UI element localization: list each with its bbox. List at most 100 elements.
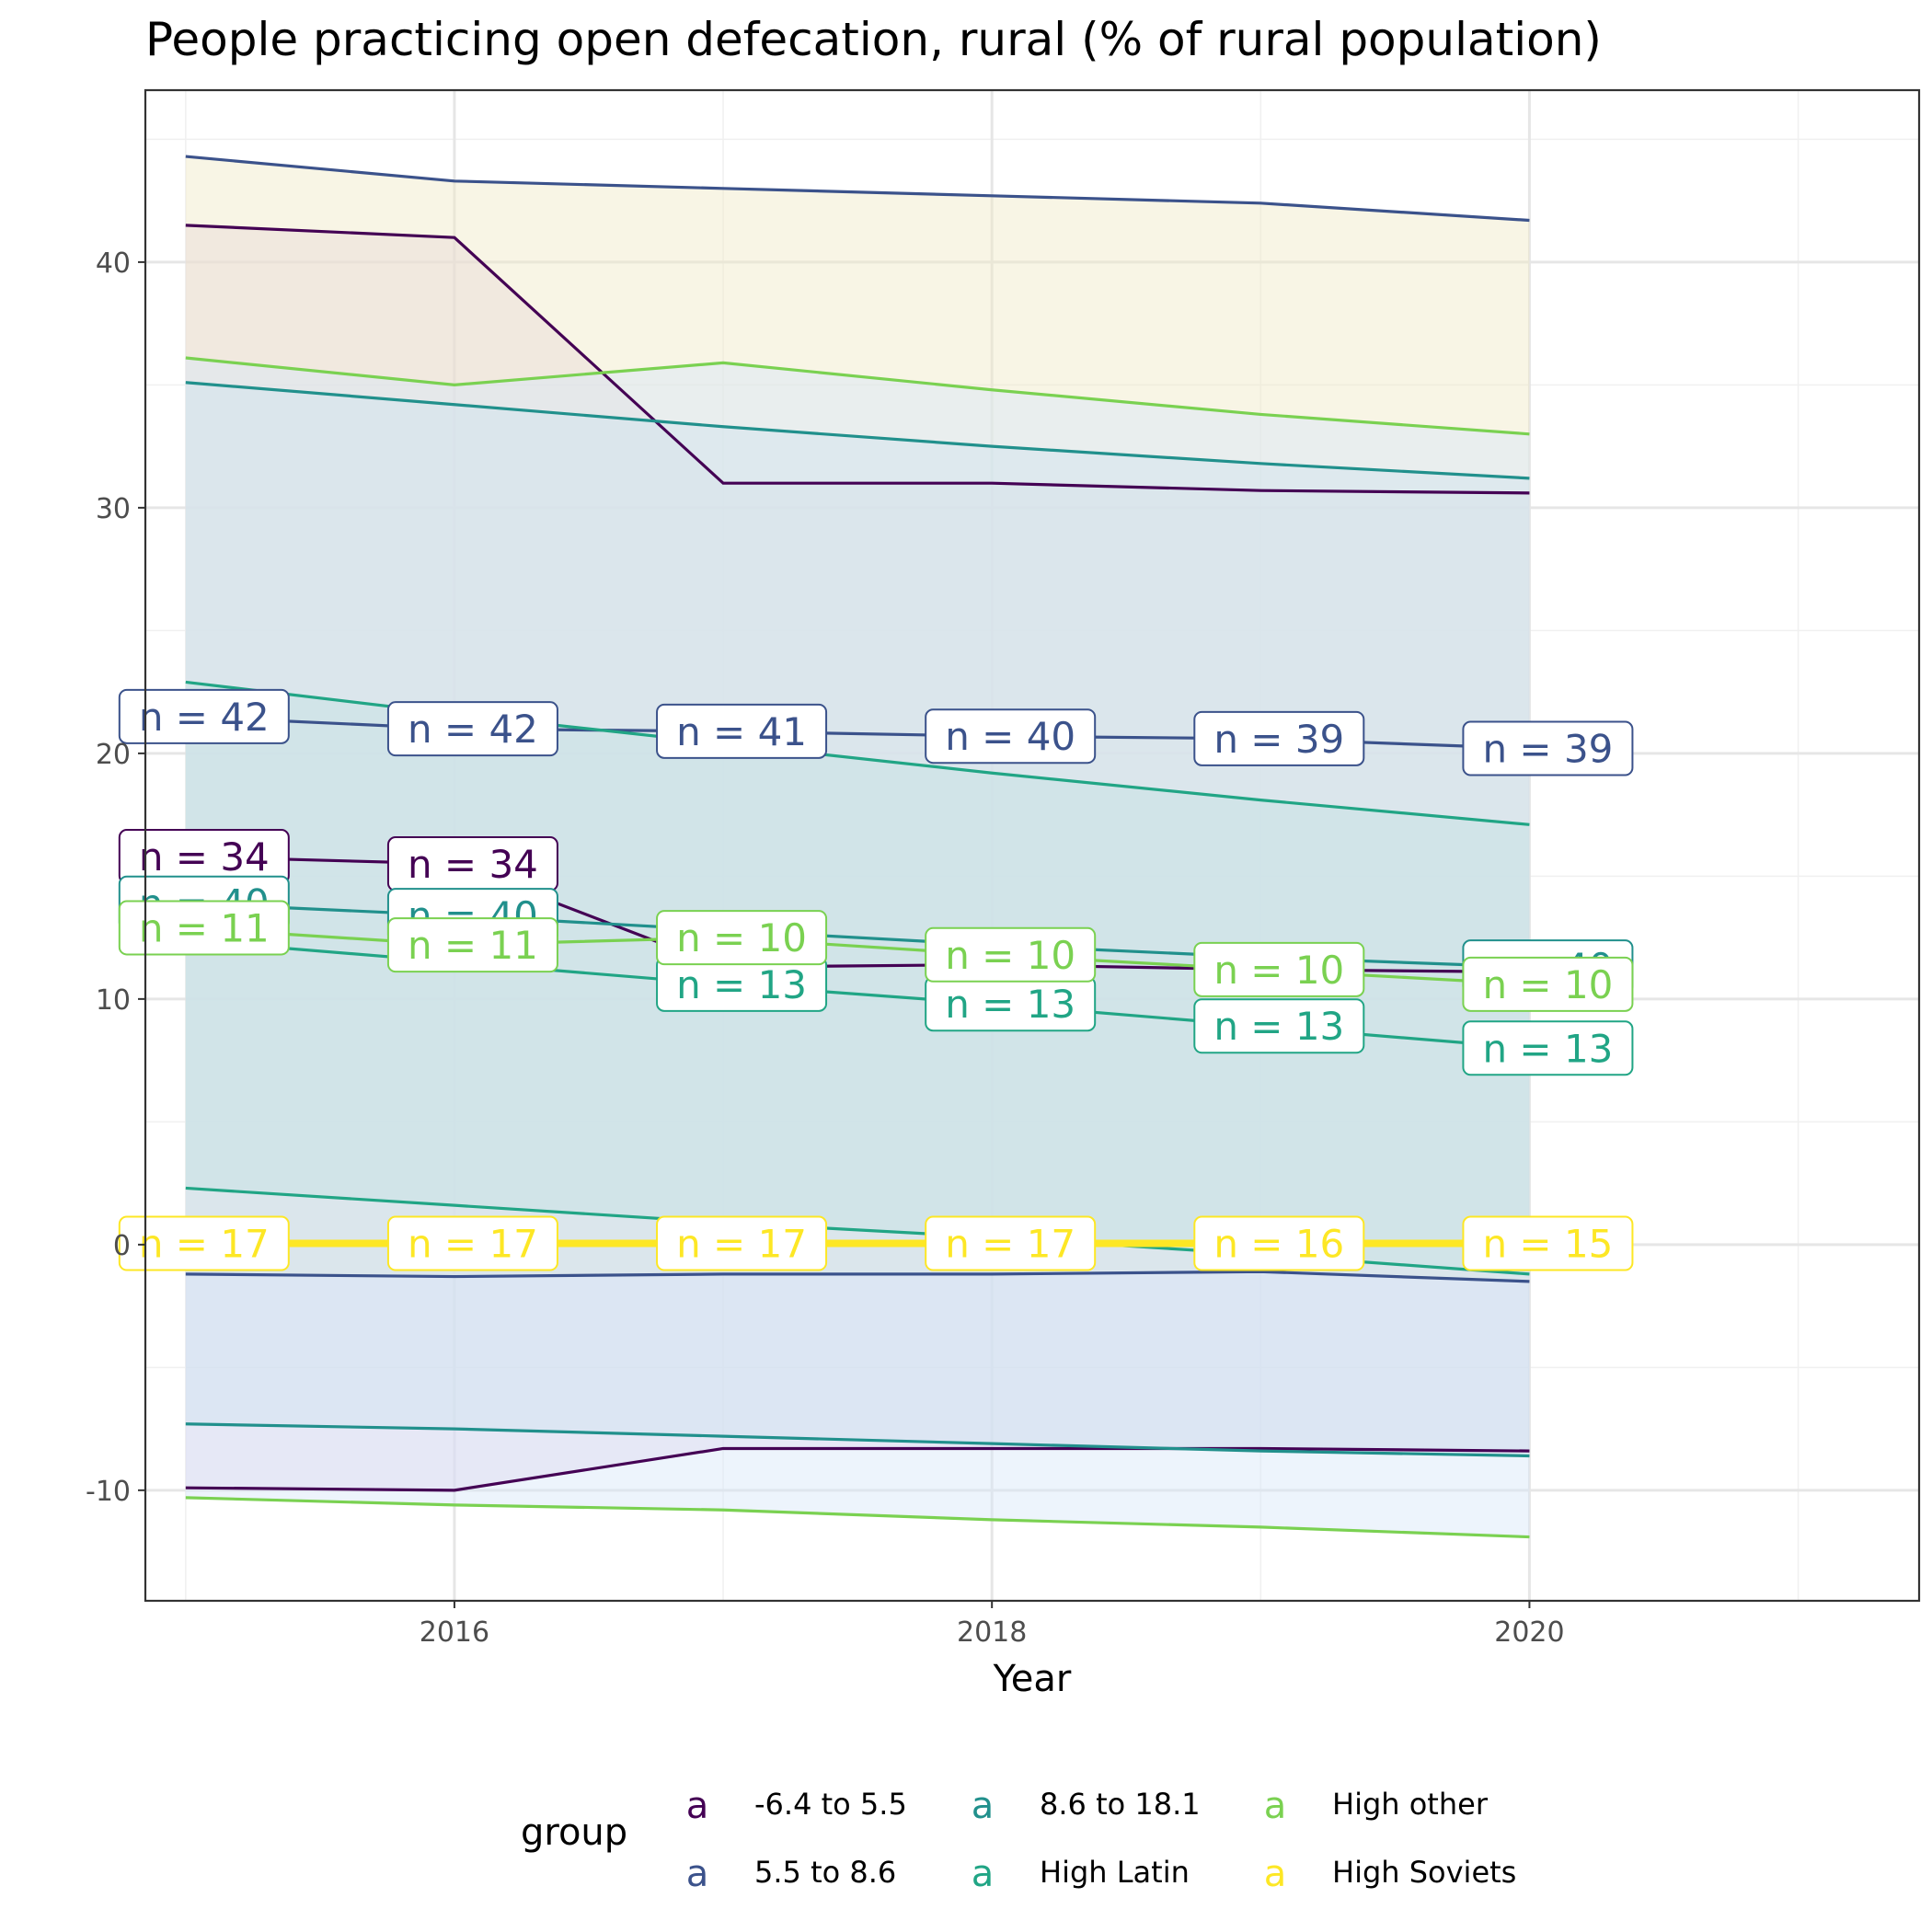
y-tick-label: 0: [113, 1230, 131, 1262]
series-2-upper-line: [185, 155, 1530, 223]
series-5-upper-line: [185, 356, 1530, 436]
n-label-text: n = 17: [945, 1222, 1075, 1267]
n-label-text: n = 34: [408, 842, 538, 887]
n-label: n = 17: [118, 1215, 290, 1271]
n-label-text: n = 10: [1482, 962, 1613, 1007]
n-label-text: n = 15: [1482, 1222, 1613, 1267]
series-3-upper-line: [185, 381, 1530, 480]
legend-label: 8.6 to 18.1: [1040, 1787, 1201, 1822]
n-label: n = 34: [118, 829, 290, 885]
n-label-text: n = 10: [676, 915, 807, 960]
ribbon-4: [185, 682, 1530, 1274]
n-label-text: n = 10: [945, 933, 1075, 978]
n-label-box: [1462, 956, 1634, 1012]
ribbons: [185, 156, 1530, 1537]
y-tick-label: 30: [96, 493, 131, 525]
n-label-text: n = 42: [139, 695, 270, 740]
n-label-box: [925, 1215, 1097, 1271]
n-label-box: [118, 688, 290, 744]
n-label-text: n = 11: [139, 905, 270, 950]
n-label-box: [925, 708, 1097, 765]
ribbon-3: [185, 382, 1530, 1456]
legend: group a -6.4 to 5.5 a 5.5 to 8.6 a 8.6 to 18.…: [521, 1785, 1516, 1895]
n-label-text: n = 13: [1213, 1004, 1344, 1049]
n-label-box: [1193, 710, 1365, 766]
y-tick-label: -10: [86, 1476, 131, 1508]
legend-key-glyph: a: [972, 1785, 995, 1827]
n-label-text: n = 13: [945, 982, 1075, 1027]
ribbon-1: [185, 224, 1530, 1490]
n-labels: n = 34 n = 34 n = 42 n = 42 n = 41 n = 40 n = …: [118, 688, 1634, 1271]
n-label-box: [656, 910, 828, 966]
n-label: n = 17: [656, 1215, 828, 1271]
n-label: n = 11: [386, 917, 558, 973]
n-label-text: n = 39: [1213, 717, 1344, 762]
x-tick-label: 2018: [957, 1616, 1027, 1649]
n-label-box: [386, 701, 558, 757]
n-label-text: n = 16: [1213, 1222, 1344, 1267]
n-label-box: [1193, 1215, 1365, 1271]
n-label-box: [656, 703, 828, 759]
series-5-lower-line: [185, 1496, 1530, 1539]
n-label: n = 42: [118, 688, 290, 744]
series-3-lower-line: [185, 1422, 1530, 1458]
legend-title: group: [521, 1811, 627, 1854]
n-label: n = 15: [1462, 1215, 1634, 1271]
ribbon-2: [185, 156, 1530, 1282]
n-label: n = 13: [1462, 1020, 1634, 1076]
n-label: n = 13: [1193, 998, 1365, 1054]
legend-label: High other: [1332, 1787, 1489, 1822]
n-label-box: [656, 1215, 828, 1271]
n-label-text: n = 39: [1482, 727, 1613, 772]
n-label: n = 17: [925, 1215, 1097, 1271]
n-label-text: n = 10: [1213, 948, 1344, 993]
n-label: n = 39: [1193, 710, 1365, 766]
legend-label: High Latin: [1040, 1855, 1190, 1890]
n-label: n = 10: [656, 910, 828, 966]
n-label-text: n = 17: [676, 1222, 807, 1267]
n-label: n = 41: [656, 703, 828, 759]
x-axis-title: Year: [993, 1658, 1072, 1700]
y-tick-label: 10: [96, 984, 131, 1017]
legend-key-glyph: a: [1264, 1853, 1287, 1895]
n-label-box: [1193, 941, 1365, 997]
n-label-box: [1462, 1215, 1634, 1271]
legend-key-glyph: a: [686, 1853, 709, 1895]
legend-label: -6.4 to 5.5: [754, 1787, 907, 1822]
n-label-box: [118, 1215, 290, 1271]
n-label: n = 10: [1193, 941, 1365, 997]
n-label: n = 39: [1462, 720, 1634, 776]
x-tick-label: 2020: [1494, 1616, 1564, 1649]
series-2-lower-line: [185, 1270, 1530, 1283]
panel-border: [144, 88, 1921, 1603]
legend-key-glyph: a: [1264, 1785, 1287, 1827]
n-label-text: n = 17: [139, 1222, 270, 1267]
y-axis: -10 0 10 20 30 40: [86, 247, 145, 1508]
x-tick-label: 2016: [420, 1616, 489, 1649]
n-label-box: [925, 926, 1097, 983]
n-label: n = 13: [656, 956, 828, 1012]
n-label-box: [386, 917, 558, 973]
y-tick-label: 40: [96, 247, 131, 280]
n-label-text: n = 40: [945, 714, 1075, 759]
n-label-text: n = 41: [676, 709, 807, 754]
series-1-lower-line: [185, 1446, 1530, 1492]
chart-title: People practicing open defecation, rural…: [145, 13, 1602, 66]
y-tick-label: 20: [96, 739, 131, 771]
n-label-box: [386, 1215, 558, 1271]
legend-label: 5.5 to 8.6: [754, 1855, 896, 1890]
legend-label: High Soviets: [1332, 1855, 1516, 1890]
n-label-box: [1462, 1020, 1634, 1076]
n-label-text: n = 11: [408, 923, 538, 968]
series-1-upper-line: [185, 224, 1530, 495]
n-label-text: n = 13: [1482, 1026, 1613, 1071]
n-label: n = 34: [386, 836, 558, 892]
n-label-text: n = 34: [139, 834, 270, 880]
legend-key-glyph: a: [686, 1785, 709, 1827]
n-label-text: n = 17: [408, 1222, 538, 1267]
n-label: n = 10: [925, 926, 1097, 983]
n-label: n = 10: [1462, 956, 1634, 1012]
n-label: n = 11: [118, 900, 290, 956]
n-label: n = 40: [925, 708, 1097, 765]
